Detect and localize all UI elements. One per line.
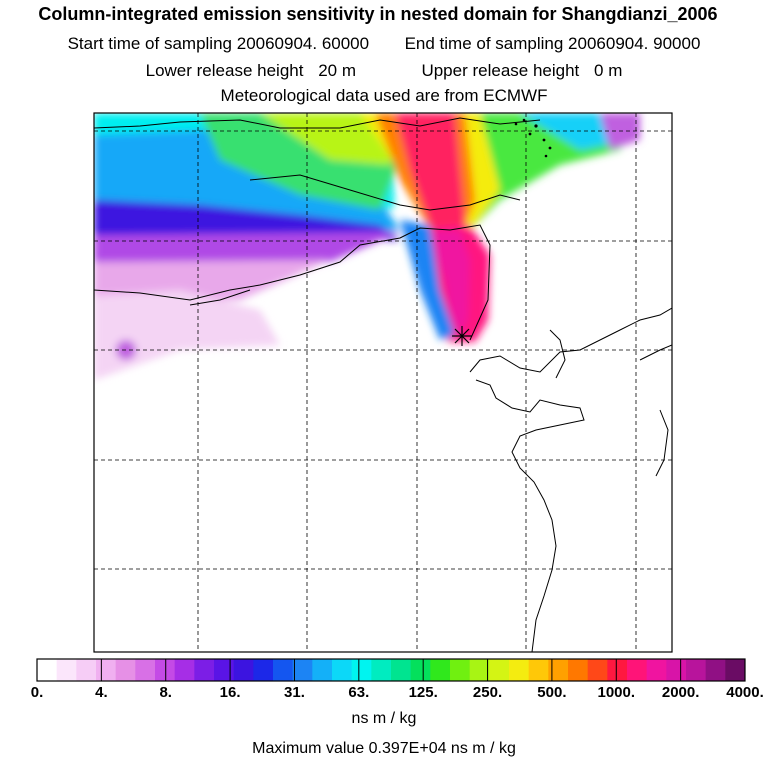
colorbar-cell <box>96 659 117 681</box>
colorbar-cell <box>587 659 608 681</box>
colorbar-cell <box>115 659 136 681</box>
colorbar-cell <box>686 659 707 681</box>
upper-value: 0 m <box>594 61 623 80</box>
sampling-time-line: Start time of sampling 20060904. 60000 E… <box>0 34 768 54</box>
islands <box>514 118 552 158</box>
colorbar-cell <box>705 659 726 681</box>
colorbar-cell <box>56 659 77 681</box>
lower-label: Lower release height <box>145 61 304 80</box>
colorbar-cell <box>666 659 687 681</box>
colorbar-tick-label: 500. <box>537 684 567 701</box>
colorbar-cell <box>469 659 490 681</box>
colorbar-tick-label: 2000. <box>661 684 700 701</box>
colorbar-tick-label: 16. <box>219 684 241 701</box>
colorbar-tick-label: 63. <box>348 684 370 701</box>
colorbar-tick-label: 8. <box>159 684 172 701</box>
colorbar-cell <box>351 659 372 681</box>
colorbar-cell <box>292 659 313 681</box>
colorbar-cell <box>174 659 195 681</box>
colorbar-tick-label: 125. <box>408 684 438 701</box>
start-value: 20060904. 60000 <box>236 34 370 53</box>
sensitivity-field <box>94 113 672 652</box>
colorbar-cell <box>312 659 333 681</box>
colorbar-cell <box>371 659 392 681</box>
release-height-line: Lower release height 20 m Upper release … <box>0 61 768 81</box>
colorbar-tick-label: 1000. <box>597 684 636 701</box>
colorbar-cell <box>37 659 58 681</box>
met-data-line: Meteorological data used are from ECMWF <box>220 86 548 105</box>
receptor-marker-icon <box>452 326 472 346</box>
colorbar-frame <box>36 658 746 682</box>
colorbar-cell <box>194 659 215 681</box>
colorbar-cell <box>233 659 254 681</box>
colorbar-cell <box>607 659 628 681</box>
colorbar-cell <box>410 659 431 681</box>
map-frame <box>93 112 673 653</box>
colorbar-cell <box>509 659 530 681</box>
colorbar-cell <box>135 659 156 681</box>
colorbar-cell <box>646 659 667 681</box>
maximum-value-line: Maximum value 0.397E+04 ns m / kg <box>252 740 516 757</box>
colorbar-unit: ns m / kg <box>351 710 417 727</box>
upper-label: Upper release height <box>421 61 580 80</box>
colorbar-cell <box>568 659 589 681</box>
colorbar-cell <box>489 659 510 681</box>
colorbar-cell <box>76 659 97 681</box>
end-label: End time of sampling <box>404 34 564 53</box>
end-value: 20060904. 90000 <box>568 34 701 53</box>
colorbar-cell <box>430 659 451 681</box>
colorbar-cell <box>253 659 274 681</box>
colorbar-cell <box>155 659 176 681</box>
coastlines <box>94 117 672 652</box>
colorbar-cell <box>450 659 471 681</box>
colorbar-cell <box>725 659 746 681</box>
colorbar-cell <box>214 659 235 681</box>
colorbar-cell <box>627 659 648 681</box>
colorbar-cell <box>391 659 412 681</box>
colorbar-cell <box>332 659 353 681</box>
plot-title: Column-integrated emission sensitivity i… <box>38 4 718 24</box>
lat-lon-grid <box>94 113 672 652</box>
colorbar-tick-label: 4. <box>95 684 108 701</box>
colorbar-tick-label: 31. <box>284 684 305 701</box>
colorbar-tick-label: 4000. <box>726 684 764 701</box>
colorbar-tick-label: 250. <box>472 684 503 701</box>
colorbar-cell <box>548 659 569 681</box>
colorbar-tick-label: 0. <box>30 684 44 701</box>
colorbar-cell <box>273 659 294 681</box>
lower-value: 20 m <box>318 61 356 80</box>
colorbar-cell <box>528 659 549 681</box>
start-label: Start time of sampling <box>67 34 232 53</box>
